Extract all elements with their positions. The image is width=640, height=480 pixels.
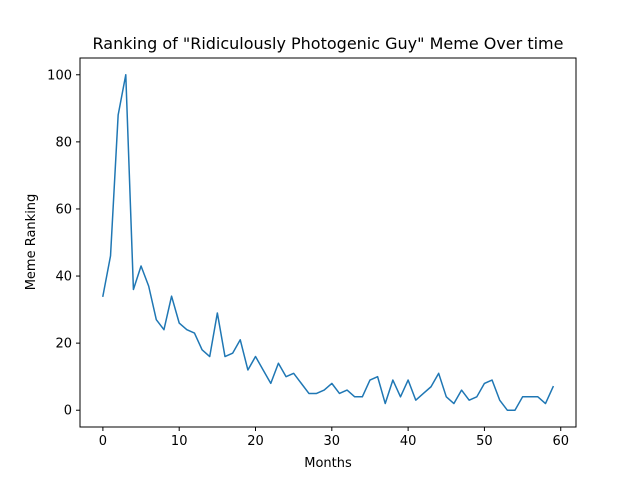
series-layer [102,74,555,411]
x-tick-label: 0 [99,434,107,449]
chart-title: Ranking of "Ridiculously Photogenic Guy"… [93,34,564,53]
x-tick-label: 20 [247,434,264,449]
x-axis-label: Months [304,456,352,471]
plot-area-frame [79,57,577,428]
x-tick-label: 50 [476,434,493,449]
y-tick-label: 60 [55,202,72,217]
series-line-ranking [102,74,555,411]
x-tick-label: 10 [171,434,188,449]
y-tick-label: 40 [55,270,72,285]
x-tick-label: 30 [324,434,341,449]
y-tick-label: 80 [55,135,72,150]
y-tick-label: 100 [47,68,72,83]
y-tick-label: 20 [55,337,72,352]
x-tick-label: 60 [552,434,569,449]
y-axis-ticks: 0 20 40 60 80 100 [47,68,80,419]
y-tick-label: 0 [64,404,72,419]
y-axis-label: Meme Ranking [24,194,39,291]
x-axis-ticks: 0 10 20 30 40 50 60 [99,427,569,449]
x-tick-label: 40 [400,434,417,449]
